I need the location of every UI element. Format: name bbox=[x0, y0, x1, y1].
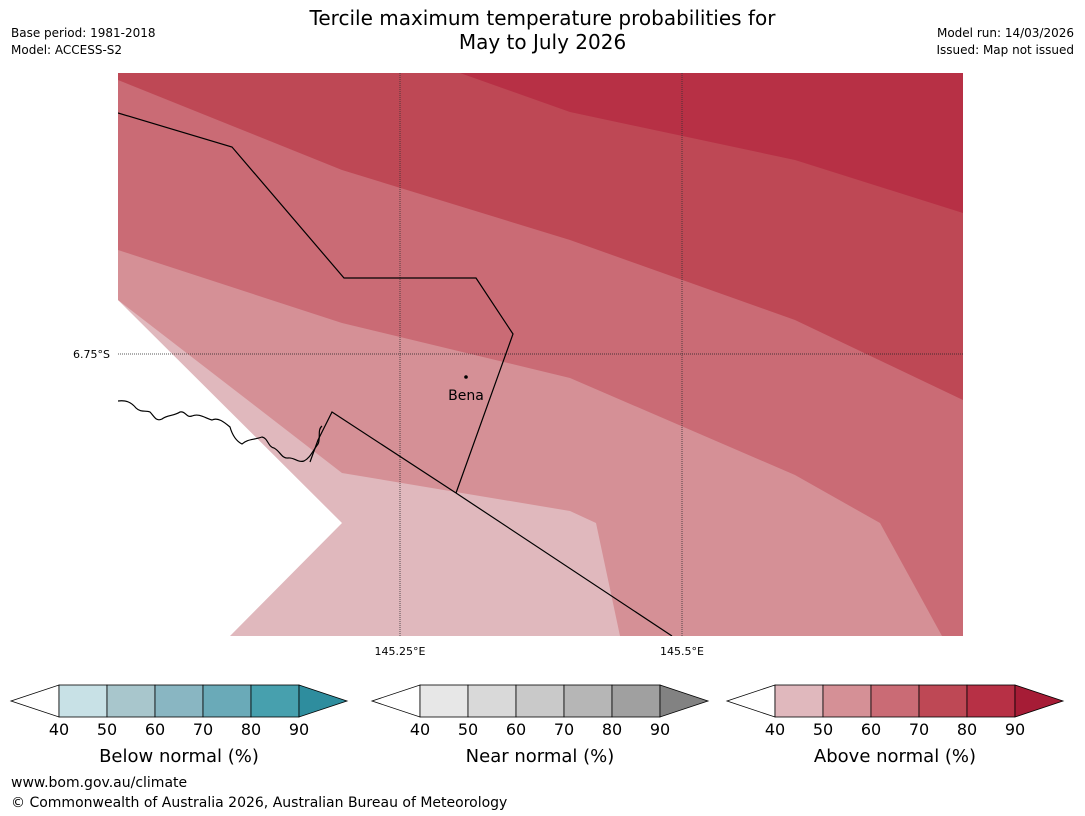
band-above-80-90 bbox=[460, 73, 963, 213]
legend-above-segment bbox=[918, 684, 968, 718]
place-label-bena: Bena bbox=[448, 388, 484, 404]
legend-near-tick: 60 bbox=[506, 720, 526, 739]
footer-copyright: © Commonwealth of Australia 2026, Austra… bbox=[11, 795, 508, 811]
meta-right: Model run: 14/03/2026 Issued: Map not is… bbox=[936, 25, 1074, 59]
legend-above-tick: 70 bbox=[909, 720, 929, 739]
legend-above-tick: 80 bbox=[957, 720, 977, 739]
title-line-2: May to July 2026 bbox=[458, 30, 627, 54]
legend-above-segment bbox=[822, 684, 872, 718]
lat-label: 6.75°S bbox=[73, 348, 110, 361]
legend-near-title: Near normal (%) bbox=[466, 746, 615, 767]
map-title: Tercile maximum temperature probabilitie… bbox=[0, 6, 1085, 54]
legend-below-segment bbox=[250, 684, 300, 718]
model-run: Model run: 14/03/2026 bbox=[936, 26, 1074, 40]
legend-below-segment bbox=[154, 684, 204, 718]
legend-below-tick: 40 bbox=[49, 720, 69, 739]
model-name: Model: ACCESS-S2 bbox=[11, 43, 123, 57]
legend-above-over-triangle bbox=[1014, 684, 1065, 718]
legend-group: 40 50 60 70 80 90 Below normal (%) 40 50 60 70 80 90… bbox=[9, 684, 1065, 767]
legend-near-segment bbox=[419, 684, 469, 718]
legend-below-tick: 50 bbox=[97, 720, 117, 739]
legend-near-tick: 90 bbox=[650, 720, 670, 739]
band-above-70-80 bbox=[118, 73, 963, 400]
lon-label-145-5: 145.5°E bbox=[660, 645, 704, 658]
legend-below-segment bbox=[106, 684, 156, 718]
province-border-southeast bbox=[455, 492, 673, 636]
base-period: Base period: 1981-2018 bbox=[11, 26, 156, 40]
legend-below-title: Below normal (%) bbox=[99, 746, 259, 767]
legend-above-tick: 40 bbox=[765, 720, 785, 739]
province-border-south bbox=[309, 411, 457, 494]
legend-near-segment bbox=[515, 684, 565, 718]
legend-below: 40 50 60 70 80 90 Below normal (%) bbox=[9, 684, 349, 767]
title-line-1: Tercile maximum temperature probabilitie… bbox=[309, 6, 776, 30]
legend-below-tick: 60 bbox=[145, 720, 165, 739]
coastline bbox=[118, 400, 323, 463]
legend-near-under-triangle bbox=[370, 684, 421, 718]
legend-above-segment bbox=[966, 684, 1016, 718]
legend-near-tick: 50 bbox=[458, 720, 478, 739]
legend-near-tick: 40 bbox=[410, 720, 430, 739]
legend-above: 40 50 60 70 80 90 Above normal (%) bbox=[725, 684, 1065, 767]
meta-left: Base period: 1981-2018 Model: ACCESS-S2 bbox=[11, 25, 156, 59]
legend-below-tick: 80 bbox=[241, 720, 261, 739]
location-marker bbox=[464, 375, 468, 379]
legend-above-under-triangle bbox=[725, 684, 776, 718]
legend-near: 40 50 60 70 80 90 Near normal (%) bbox=[370, 684, 710, 767]
legend-above-tick: 50 bbox=[813, 720, 833, 739]
legend-below-tick: 70 bbox=[193, 720, 213, 739]
issued-status: Issued: Map not issued bbox=[936, 43, 1074, 57]
legend-below-under-triangle bbox=[9, 684, 60, 718]
legend-near-tick: 80 bbox=[602, 720, 622, 739]
legend-below-over-triangle bbox=[298, 684, 349, 718]
legend-near-segment bbox=[467, 684, 517, 718]
legend-below-tick: 90 bbox=[289, 720, 309, 739]
legend-near-segment bbox=[563, 684, 613, 718]
legend-above-tick: 60 bbox=[861, 720, 881, 739]
legend-above-tick: 90 bbox=[1005, 720, 1025, 739]
legend-below-segment bbox=[202, 684, 252, 718]
legend-near-tick: 70 bbox=[554, 720, 574, 739]
legend-above-title: Above normal (%) bbox=[814, 746, 976, 767]
legend-near-segment bbox=[611, 684, 661, 718]
province-border-east bbox=[118, 112, 514, 494]
legend-above-segment bbox=[774, 684, 824, 718]
legend-above-segment bbox=[870, 684, 920, 718]
legend-near-over-triangle bbox=[659, 684, 710, 718]
footer-url[interactable]: www.bom.gov.au/climate bbox=[11, 775, 188, 791]
lon-label-145-25: 145.25°E bbox=[375, 645, 426, 658]
legend-below-segment bbox=[58, 684, 108, 718]
